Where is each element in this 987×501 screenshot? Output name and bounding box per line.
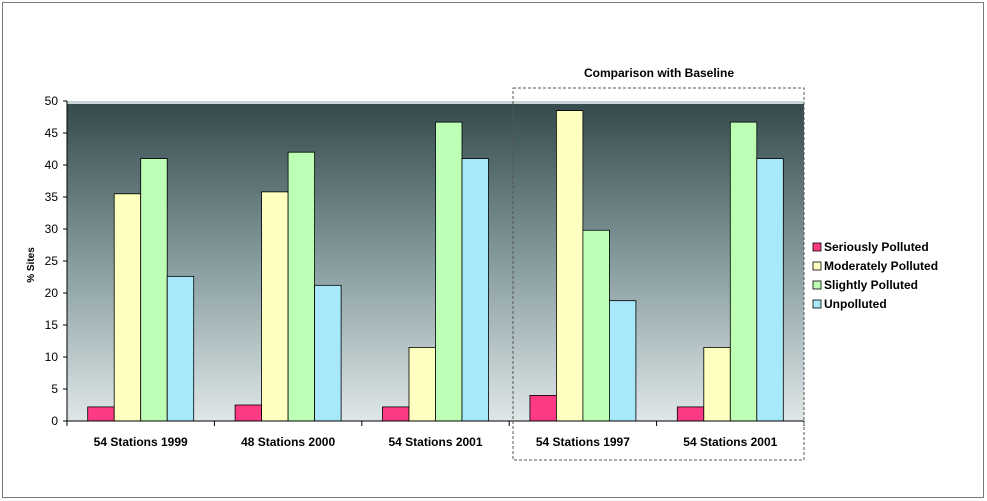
y-tick-label: 35 [45,190,59,204]
legend-label: Moderately Polluted [824,259,938,273]
bar [529,394,557,422]
legend-label: Slightly Polluted [824,278,918,292]
bar [287,151,316,422]
y-axis: 0 5 10 15 20 25 30 35 40 45 50 [45,94,68,428]
y-tick-label: 15 [45,318,59,332]
x-category-label: 48 Stations 2000 [241,435,335,449]
x-category-label: 54 Stations 2001 [388,435,482,449]
bar [382,406,410,422]
plot-top-band [67,101,804,104]
bar [703,346,731,422]
bars-group [87,110,784,422]
y-tick-label: 50 [45,94,59,108]
baseline-comparison-box [512,87,805,461]
x-axis: 54 Stations 1999 48 Stations 2000 54 Stati… [66,420,805,449]
legend: Seriously Polluted Moderately Polluted Sli… [812,240,938,311]
bar [408,346,436,422]
legend-label: Unpolluted [824,297,887,311]
x-category-label: 54 Stations 1999 [94,435,188,449]
bar [729,121,758,422]
bar [234,404,263,422]
legend-swatch [812,280,822,290]
legend-swatch [812,299,822,309]
y-tick-label: 40 [45,158,59,172]
bar [261,191,289,422]
bar [87,406,115,422]
bar [461,158,489,422]
y-tick-label: 0 [51,414,58,428]
bar [609,300,637,422]
bar [166,275,195,422]
y-tick-label: 45 [45,126,59,140]
y-axis-label: % Sites [26,247,37,283]
bar [113,193,142,422]
legend-label: Seriously Polluted [824,240,929,254]
bar [435,121,463,422]
y-tick-label: 25 [45,254,59,268]
y-tick-label: 10 [45,350,59,364]
y-tick-label: 30 [45,222,59,236]
bar [314,284,342,422]
bar [582,229,610,422]
x-category-label: 54 Stations 1997 [536,435,630,449]
legend-swatch [812,242,822,252]
y-tick-label: 5 [51,382,58,396]
bar [556,110,584,422]
bar [756,158,784,422]
legend-swatch [812,261,822,271]
bar [140,158,168,422]
x-category-label: 54 Stations 2001 [683,435,777,449]
bar [676,406,705,422]
y-tick-label: 20 [45,286,59,300]
baseline-comparison-label: Comparison with Baseline [584,66,734,80]
